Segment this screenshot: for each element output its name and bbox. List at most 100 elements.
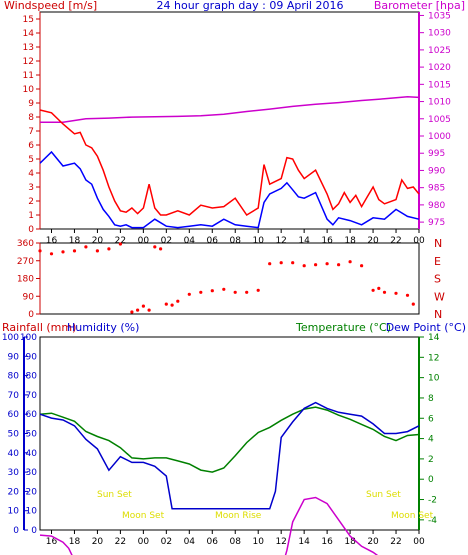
direction-point xyxy=(118,242,122,246)
direction-point xyxy=(245,290,249,294)
wind-x-tick-label: 00 xyxy=(413,236,425,246)
chart-title: 24 hour graph day : 09 April 2016 xyxy=(157,0,344,12)
direction-point xyxy=(291,261,295,265)
dew-point-line xyxy=(39,496,379,555)
humidity-axis-title: Humidity (%) xyxy=(67,321,139,334)
direction-point xyxy=(360,264,364,268)
direction-point xyxy=(348,260,352,264)
climate-x-tick-label: 22 xyxy=(115,537,126,547)
humidity-y-tick-label: 90 xyxy=(26,352,38,362)
direction-point xyxy=(61,250,65,254)
barometer-y-tick-label: 980 xyxy=(428,201,445,211)
climate-x-tick-label: 06 xyxy=(207,537,219,547)
humidity-outer-tick-label: 30 xyxy=(8,468,20,478)
barometer-y-tick-label: 1035 xyxy=(428,11,451,21)
windspeed-axis-title: Windspeed [m/s] xyxy=(4,0,97,12)
compass-label: N xyxy=(434,237,442,250)
windspeed-y-tick-label: 4 xyxy=(28,169,34,179)
wind-x-tick-label: 22 xyxy=(115,236,126,246)
direction-point xyxy=(38,249,42,253)
humidity-y-tick-label: 70 xyxy=(26,391,38,401)
direction-point xyxy=(377,286,381,290)
direction-point xyxy=(170,303,174,307)
direction-point xyxy=(107,247,111,251)
direction-point xyxy=(268,262,272,266)
windspeed-y-tick-label: 8 xyxy=(28,113,34,123)
wind-x-tick-label: 12 xyxy=(275,236,286,246)
moon-rise-label: Moon Rise xyxy=(215,511,262,521)
event-markers: Sun Set Moon Set Moon Rise Sun Set Moon … xyxy=(97,490,434,521)
climate-x-tick-label: 08 xyxy=(230,537,242,547)
humidity-line xyxy=(39,401,420,510)
direction-point xyxy=(405,293,410,297)
temperature-y-tick-label: 0 xyxy=(428,475,434,485)
direction-point xyxy=(233,290,237,294)
direction-point xyxy=(256,288,260,292)
temperature-line xyxy=(39,406,420,473)
climate-x-tick-label: 04 xyxy=(184,537,196,547)
barometer-y-tick-label: 990 xyxy=(428,166,445,176)
humidity-y-tick-label: 20 xyxy=(26,487,38,497)
direction-point xyxy=(159,247,163,251)
barometer-y-tick-label: 1000 xyxy=(428,132,451,142)
wind-x-tick-label: 16 xyxy=(321,236,333,246)
windspeed-y-tick-label: 5 xyxy=(28,155,34,165)
compass-label: S xyxy=(434,273,441,286)
barometer-y-tick-label: 1010 xyxy=(428,98,451,108)
climate-x-tick-label: 00 xyxy=(138,537,150,547)
windspeed-y-tick-label: 14 xyxy=(23,29,35,39)
direction-point xyxy=(394,291,398,295)
climate-x-tick-label: 10 xyxy=(252,537,264,547)
direction-point xyxy=(325,262,329,266)
direction-point xyxy=(176,299,180,303)
humidity-outer-tick-label: 50 xyxy=(8,430,20,440)
wind-x-tick-label: 16 xyxy=(46,236,58,246)
wind-x-tick-label: 10 xyxy=(252,236,264,246)
humidity-y-tick-label: 100 xyxy=(20,333,37,343)
barometer-y-tick-label: 1005 xyxy=(428,115,451,125)
direction-point xyxy=(136,308,140,312)
wind-x-tick-label: 20 xyxy=(92,236,104,246)
wind-x-tick-label: 06 xyxy=(207,236,219,246)
windspeed-y-tick-label: 3 xyxy=(28,183,34,193)
barometer-y-tick-label: 995 xyxy=(428,149,445,159)
barometer-y-tick-label: 1025 xyxy=(428,46,451,56)
wind-average-line xyxy=(39,150,420,229)
compass-label: W xyxy=(434,290,445,303)
humidity-y-tick-label: 30 xyxy=(26,468,38,478)
temperature-y-tick-label: -4 xyxy=(428,516,437,526)
windspeed-y-tick-label: 15 xyxy=(23,15,34,25)
windspeed-y-tick-label: 0 xyxy=(28,225,34,235)
temperature-y-tick-label: 12 xyxy=(428,353,439,363)
barometer-y-tick-label: 1015 xyxy=(428,80,451,90)
climate-x-tick-label: 14 xyxy=(298,537,310,547)
climate-x-tick-label: 16 xyxy=(46,537,58,547)
humidity-outer-tick-label: 70 xyxy=(8,391,20,401)
humidity-outer-tick-label: 60 xyxy=(8,410,20,420)
direction-point xyxy=(411,302,415,306)
wind-x-tick-label: 08 xyxy=(230,236,242,246)
humidity-y-tick-label: 50 xyxy=(26,430,38,440)
windspeed-y-tick-label: 7 xyxy=(28,127,34,137)
climate-x-tick-label: 12 xyxy=(275,537,286,547)
direction-point xyxy=(314,263,318,267)
humidity-y-tick-label: 0 xyxy=(31,526,37,536)
direction-point xyxy=(210,289,214,293)
climate-x-tick-label: 18 xyxy=(69,537,81,547)
climate-x-tick-label: 20 xyxy=(92,537,104,547)
sun-set-label-2: Sun Set xyxy=(366,490,401,500)
windspeed-y-tick-label: 9 xyxy=(28,99,34,109)
climate-x-tick-label: 20 xyxy=(367,537,379,547)
direction-plot-frame xyxy=(39,242,420,315)
windspeed-y-tick-label: 1 xyxy=(28,211,34,221)
direction-point xyxy=(153,245,157,249)
barometer-line xyxy=(40,95,420,123)
barometer-axis-title: Barometer [hpa] xyxy=(374,0,465,12)
barometer-y-tick-label: 1020 xyxy=(428,63,451,73)
direction-point xyxy=(337,263,341,267)
chart-marks: 0123456789101112131415975980985990995100… xyxy=(2,11,451,555)
moon-set-label-2: Moon Set xyxy=(391,511,434,521)
wind-x-tick-label: 18 xyxy=(69,236,81,246)
direction-point xyxy=(199,290,203,294)
direction-point xyxy=(95,249,99,253)
